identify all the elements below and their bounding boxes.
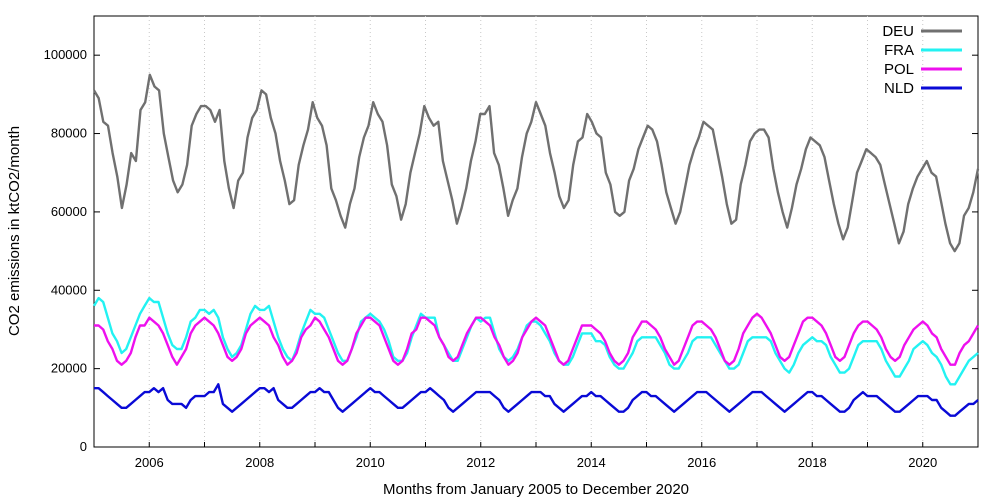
series-line-deu [92,73,980,253]
y-tick-label: 60000 [51,204,87,219]
x-tick-label: 2020 [908,455,937,470]
y-tick-label: 40000 [51,282,87,297]
x-tick-label: 2010 [356,455,385,470]
series-layer [92,73,980,417]
series-line-fra [92,296,979,386]
legend-label-deu: DEU [882,23,914,40]
x-axis-label: Months from January 2005 to December 202… [383,481,689,498]
series-line-nld [94,383,979,417]
y-tick-label: 80000 [51,126,87,141]
y-tick-label: 20000 [51,361,87,376]
grid [148,16,924,447]
y-axis-label: CO2 emissions in ktCO2/month [6,126,23,336]
axis-ticks: 2006 2008 2010 2012 2014 2016 2018 2020 0 20000 40… [44,47,978,470]
legend: DEU FRA POL NLD [882,23,962,97]
x-tick-label: 2008 [245,455,274,470]
legend-label-fra: FRA [884,42,914,59]
legend-label-pol: POL [884,61,914,78]
y-tick-label: 0 [80,439,87,454]
x-tick-label: 2006 [135,455,164,470]
series-line-pol [94,312,980,366]
x-tick-label: 2016 [687,455,716,470]
y-tick-label: 100000 [44,47,87,62]
legend-label-nld: NLD [884,80,914,97]
x-tick-label: 2014 [577,455,606,470]
x-tick-label: 2012 [466,455,495,470]
x-tick-label: 2018 [798,455,827,470]
